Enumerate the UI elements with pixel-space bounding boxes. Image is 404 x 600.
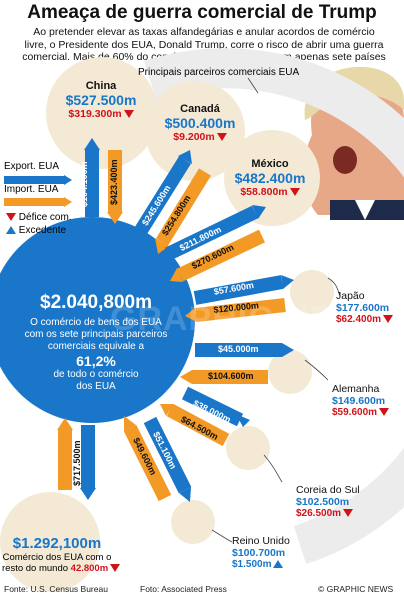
- center-line-1: O comércio de bens dos EUA: [30, 317, 162, 328]
- country-name: Japão: [336, 290, 365, 302]
- country-name: Alemanha: [332, 383, 380, 395]
- country-name: Reino Unido: [232, 535, 290, 547]
- legend-surplus: Excedente: [4, 225, 66, 236]
- country-germany: Alemanha $149.600m $59.600m: [332, 383, 402, 418]
- center-line-2: com os sete principais parceiros: [24, 329, 168, 340]
- country-china: China $527.500m $319.300m: [60, 80, 142, 120]
- partners-pointer: [247, 77, 259, 94]
- country-total: $100.700m: [232, 547, 286, 559]
- footer-source: Fonte: U.S. Census Bureau: [4, 584, 108, 594]
- legend-deficit: Défice com.: [4, 212, 72, 223]
- circle-korea: [226, 426, 270, 470]
- rest-import-value: $717.500m: [72, 440, 82, 486]
- footer-photo: Foto: Associated Press: [140, 584, 227, 594]
- germany-pointer: [304, 359, 329, 381]
- trade-arrows: [57, 138, 294, 502]
- legend-deficit-label: Défice com.: [18, 212, 72, 223]
- deficit-icon: [383, 315, 394, 324]
- country-balance: $62.400m: [336, 314, 382, 325]
- china-import-value: $423.400m: [109, 159, 119, 205]
- rest-balance: 42.800m: [70, 563, 109, 574]
- center-circle: [0, 217, 195, 423]
- country-total: $482.400m: [234, 170, 306, 186]
- country-balance: $319.300m: [68, 108, 122, 120]
- china-export-value: $104.100m: [79, 161, 89, 207]
- center-pct: 61,2%: [76, 353, 116, 369]
- rest-total: $1.292,100m: [12, 535, 102, 552]
- legend-import: Import. EUA: [4, 184, 59, 195]
- deficit-icon: [110, 564, 121, 573]
- circle-japan: [290, 270, 334, 314]
- deficit-icon: [216, 133, 227, 142]
- deficit-icon: [343, 509, 354, 518]
- country-total: $102.500m: [296, 496, 350, 508]
- center-line-4: de todo o comércio: [53, 369, 139, 380]
- country-total: $149.600m: [332, 395, 386, 407]
- watermark: GRAPHIC NEWS: [110, 300, 391, 338]
- germany-export-value: $45.000m: [218, 344, 259, 354]
- deficit-icon: [123, 110, 134, 119]
- country-name: México: [251, 158, 289, 170]
- rest-line-2: resto do mundo: [2, 563, 69, 574]
- circle-uk: [171, 500, 215, 544]
- country-balance: $58.800m: [240, 186, 288, 198]
- country-balance: $9.200m: [173, 131, 215, 143]
- legend-export: Export. EUA: [4, 161, 60, 172]
- country-name: China: [85, 80, 117, 92]
- country-uk: Reino Unido $100.700m $1.500m: [232, 535, 332, 570]
- deficit-icon: [6, 213, 16, 222]
- country-total: $500.400m: [164, 115, 236, 131]
- footer-credit: © GRAPHIC NEWS: [318, 584, 394, 594]
- rest-of-world: $1.292,100m Comércio dos EUA com o resto…: [2, 535, 121, 574]
- deficit-icon: [379, 408, 390, 417]
- deficit-icon: [289, 188, 300, 197]
- country-balance: $59.600m: [332, 407, 378, 418]
- circle-mexico: [224, 130, 320, 226]
- germany-import-value: $104.600m: [208, 371, 254, 381]
- country-balance: $1.500m: [232, 559, 272, 570]
- surplus-icon: [6, 226, 16, 235]
- legend-arrows: [4, 175, 72, 207]
- uk-pointer: [211, 529, 233, 543]
- country-total: $177.600m: [336, 302, 390, 314]
- intro-line-2: livre, o Presidente dos EUA, Donald Trum…: [24, 38, 384, 51]
- center-text: $2.040,800m O comércio de bens dos EUA c…: [8, 292, 184, 393]
- partners-arc: [143, 48, 404, 565]
- surplus-icon: [273, 560, 284, 569]
- rest-line-1: Comércio dos EUA com o: [2, 552, 112, 563]
- legend-surplus-label: Excedente: [18, 225, 67, 236]
- center-line-5: dos EUA: [76, 381, 116, 392]
- country-balance: $26.500m: [296, 508, 342, 519]
- center-line-3: comerciais equivale a: [47, 341, 145, 352]
- circle-china: [46, 57, 158, 169]
- page-title: Ameaça de guerra comercial de Trump: [27, 2, 377, 23]
- country-name: Canadá: [180, 103, 220, 115]
- country-japan: Japão $177.600m $62.400m: [336, 290, 402, 325]
- country-canada: Canadá $500.400m $9.200m: [160, 103, 240, 143]
- circle-germany: [268, 350, 312, 394]
- korea-pointer: [263, 454, 283, 483]
- country-total: $527.500m: [65, 92, 137, 108]
- center-total: $2.040,800m: [40, 292, 152, 313]
- japan-pointer: [327, 277, 341, 297]
- partners-label: Principais parceiros comerciais EUA: [138, 67, 300, 78]
- country-name: Coreia do Sul: [296, 484, 360, 496]
- country-mexico: México $482.400m $58.800m: [228, 158, 312, 198]
- country-korea: Coreia do Sul $102.500m $26.500m: [296, 484, 396, 519]
- circle-canada: [145, 81, 245, 181]
- intro-line-1: Ao pretender elevar as taxas alfandegári…: [33, 26, 375, 38]
- circle-rest: [0, 492, 100, 592]
